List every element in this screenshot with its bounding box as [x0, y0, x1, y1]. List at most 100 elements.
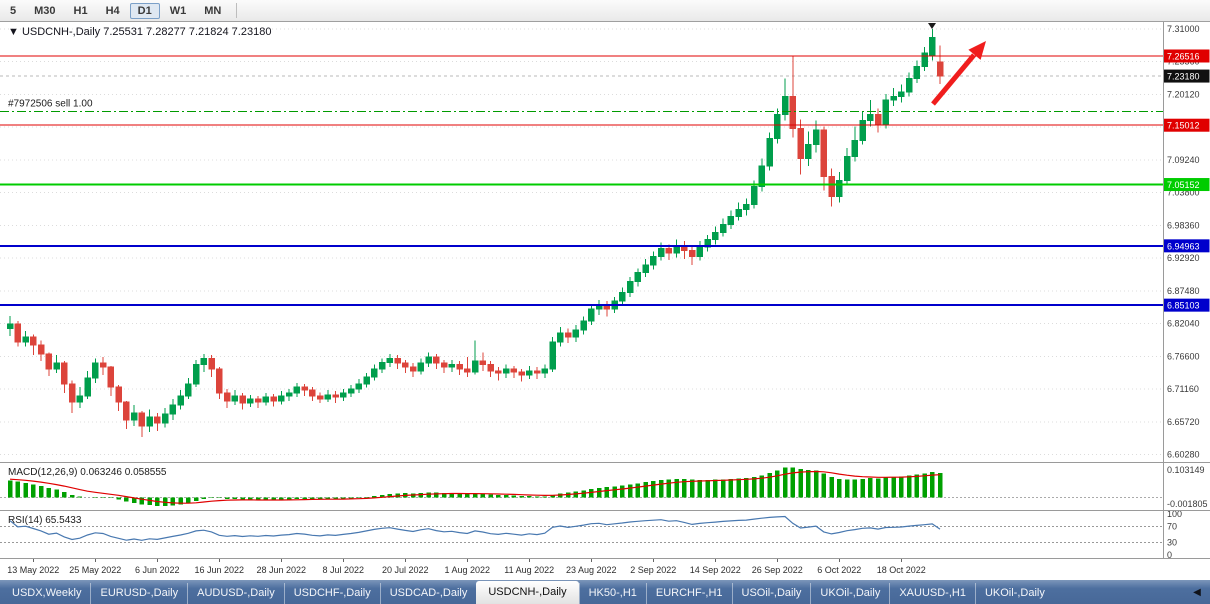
chart-tab-usdx-weekly[interactable]: USDX,Weekly	[12, 587, 82, 599]
candle-body	[820, 129, 827, 177]
candle-body	[231, 395, 238, 402]
price-badge	[1163, 298, 1210, 312]
chart-title: ▼ USDCNH-,Daily 7.25531 7.28277 7.21824 …	[8, 26, 271, 38]
trend-arrow-shaft[interactable]	[931, 53, 976, 106]
candle-body	[355, 383, 362, 390]
chart-tab-usdchf-daily[interactable]: USDCHF-,Daily	[283, 583, 380, 604]
candle-body	[154, 416, 161, 424]
axis-price-label: 6.82040	[1167, 319, 1200, 329]
date-label: 28 Jun 2022	[256, 565, 306, 575]
candle-body	[735, 209, 742, 218]
candle-body	[402, 362, 409, 368]
candle-body	[138, 412, 145, 427]
timeframe-button-m30[interactable]: M30	[34, 4, 56, 17]
chart-tab-xauusd-h1[interactable]: XAUUSD-,H1	[889, 583, 975, 604]
candle-body	[688, 249, 696, 257]
candle-body	[84, 377, 91, 397]
candle-body	[14, 323, 21, 343]
candle-body	[851, 139, 858, 158]
macd-min-label: -0.001805	[1167, 499, 1208, 509]
timeframe-button-h1[interactable]: H1	[73, 4, 88, 17]
candle-body	[239, 395, 246, 404]
candle-body	[518, 371, 525, 376]
date-label: 20 Jul 2022	[382, 565, 429, 575]
candle-body	[107, 366, 114, 388]
candle-body	[61, 362, 68, 385]
date-label: 6 Jun 2022	[135, 565, 180, 575]
rsi-level-label: 0	[1167, 550, 1172, 560]
timeframe-button-h4[interactable]: H4	[105, 4, 120, 17]
chart-tabs-bar: USDX,Weekly EURUSD-,Daily AUDUSD-,Daily USD…	[0, 580, 1210, 604]
candle-body	[76, 395, 83, 403]
price-badge-label: 7.23180	[1167, 72, 1200, 82]
trend-arrow-head-icon[interactable]	[968, 41, 986, 60]
candle-body	[657, 248, 665, 257]
axis-price-label: 6.92920	[1167, 253, 1200, 263]
candle-body	[580, 320, 587, 331]
candle-body	[6, 323, 14, 330]
price-badge-label: 6.94963	[1167, 241, 1200, 251]
candle-body	[208, 358, 215, 370]
candle-body	[549, 341, 556, 370]
toolbar-separator	[236, 3, 238, 18]
chart-tab-ukoil-daily[interactable]: UKOil-,Daily	[974, 583, 1054, 604]
candle-body	[564, 332, 572, 338]
candle-body	[254, 398, 262, 403]
timeframe-button-5[interactable]: 5	[10, 4, 17, 17]
candle-body	[812, 129, 820, 146]
date-label: 26 Sep 2022	[752, 565, 803, 575]
chart-tab-usoil-daily[interactable]: USOil-,Daily	[731, 583, 811, 604]
candle-body	[805, 144, 812, 159]
candle-body	[161, 413, 169, 424]
order-label: #7972506 sell 1.00	[8, 98, 93, 109]
chart-tab-usdcad-daily[interactable]: USDCAD-,Daily	[379, 583, 477, 604]
timeframe-toolbar: 5 M30 H1 H4 D1 W1 MN	[0, 0, 1210, 22]
chart-tab-eurusd-daily[interactable]: EURUSD-,Daily	[90, 583, 187, 604]
candle-body	[557, 332, 564, 343]
chart-tab-hk50-h1[interactable]: HK50-,H1	[578, 583, 646, 604]
candle-body	[626, 281, 634, 294]
date-label: 23 Aug 2022	[566, 565, 617, 575]
candle-body	[177, 395, 184, 406]
candle-body	[301, 386, 308, 391]
candle-body	[440, 362, 448, 368]
rsi-line	[9, 515, 941, 541]
candle-body	[843, 156, 851, 182]
candle-body	[247, 398, 254, 404]
candle-body	[890, 95, 897, 101]
candle-body	[758, 165, 765, 188]
timeframe-button-mn[interactable]: MN	[204, 4, 222, 17]
tabs-scroll-left-icon[interactable]: ◀	[1193, 587, 1201, 598]
candle-body	[309, 389, 316, 397]
candle-body	[533, 370, 541, 374]
chart-tab-ukoil-daily[interactable]: UKOil-,Daily	[810, 583, 889, 604]
axis-price-label: 6.87480	[1167, 286, 1200, 296]
candle-body	[433, 356, 440, 364]
price-chart-canvas[interactable]: #7972506 sell 1.00 ▼ USDCNH-,Daily 7.2553…	[0, 22, 1210, 580]
date-label: 25 May 2022	[69, 565, 121, 575]
candle-body	[185, 383, 192, 397]
chart-tab-usdcnh-daily[interactable]: USDCNH-,Daily	[476, 581, 579, 604]
chart-tab-audusd-daily[interactable]: AUDUSD-,Daily	[187, 583, 284, 604]
axis-price-label: 6.76600	[1167, 351, 1200, 361]
candle-body	[479, 360, 486, 366]
price-badge	[1163, 49, 1210, 63]
candle-body	[913, 65, 920, 79]
price-badge	[1163, 239, 1210, 253]
candle-body	[115, 386, 122, 403]
candle-body	[789, 95, 796, 129]
chart-tabs: USDX,Weekly EURUSD-,Daily AUDUSD-,Daily USD…	[0, 580, 1184, 604]
candle-body	[898, 91, 905, 97]
rsi-level-label: 100	[1167, 509, 1182, 519]
timeframe-button-d1[interactable]: D1	[129, 2, 160, 19]
chart-tab-eurchf-h1[interactable]: EURCHF-,H1	[645, 583, 732, 604]
candle-body	[192, 364, 200, 385]
candle-body	[169, 404, 176, 415]
date-label: 2 Sep 2022	[630, 565, 676, 575]
date-label: 16 Jun 2022	[194, 565, 244, 575]
timeframe-button-w1[interactable]: W1	[169, 4, 187, 17]
candle-body	[22, 336, 29, 343]
candle-body	[797, 127, 804, 159]
candle-body	[526, 370, 533, 376]
